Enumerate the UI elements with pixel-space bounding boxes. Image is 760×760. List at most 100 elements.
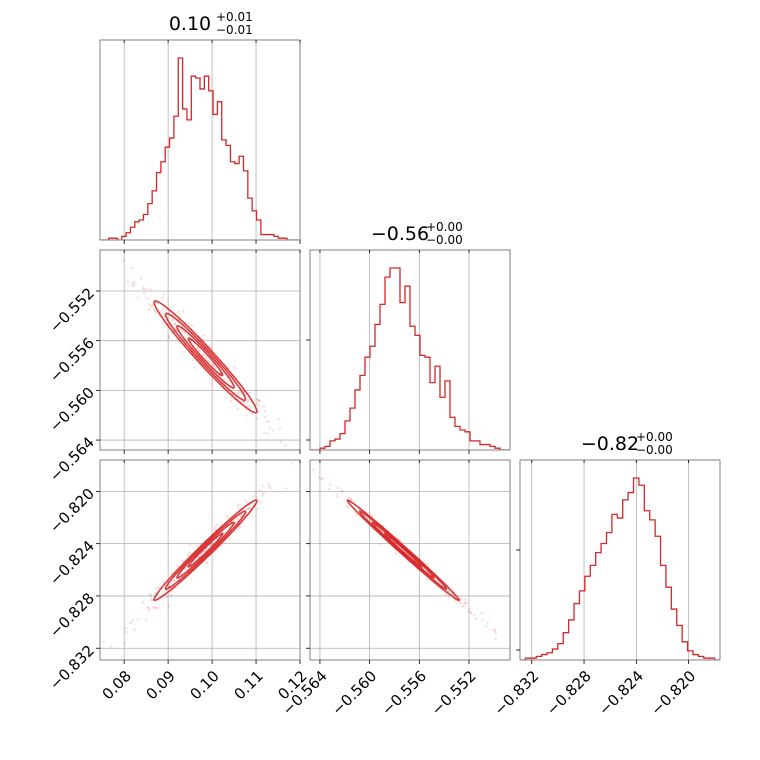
- sample-point: [466, 610, 470, 613]
- sample-point: [136, 618, 140, 621]
- sample-point: [448, 590, 451, 593]
- sample-point: [155, 606, 158, 610]
- sample-point: [345, 505, 349, 509]
- param-title-minus-0: −0.01: [216, 23, 253, 37]
- sample-point: [349, 497, 352, 501]
- sample-point: [469, 611, 473, 615]
- sample-point: [246, 400, 249, 404]
- sample-point: [289, 447, 292, 450]
- sample-point: [170, 318, 174, 322]
- sample-point: [256, 402, 260, 406]
- panel-frame: [99, 459, 301, 661]
- sample-point: [202, 333, 205, 337]
- sample-point: [197, 349, 201, 353]
- panel-1-1: −0.56+0.00−0.00: [306, 220, 511, 454]
- sample-point: [170, 582, 174, 585]
- sample-point: [256, 507, 260, 511]
- sample-point: [162, 581, 165, 584]
- panel-2-1: −0.564−0.560−0.556−0.552: [279, 447, 511, 719]
- y-tick-label: −0.556: [46, 334, 98, 386]
- sample-point: [290, 462, 293, 465]
- x-tick-label: −0.820: [647, 667, 699, 719]
- y-tick-label: −0.824: [46, 537, 98, 589]
- contours-2-1: [346, 499, 461, 602]
- sample-point: [239, 513, 243, 517]
- sample-point: [203, 353, 206, 356]
- sample-point: [262, 492, 265, 495]
- sample-point: [468, 608, 471, 611]
- sample-point: [263, 409, 267, 413]
- panel-frame: [519, 459, 721, 661]
- sample-point: [486, 621, 489, 625]
- sample-point: [167, 334, 171, 338]
- sample-point: [246, 507, 249, 511]
- sample-point: [210, 347, 213, 350]
- sample-point: [198, 349, 201, 353]
- sample-point: [190, 577, 193, 581]
- sample-point: [150, 305, 153, 308]
- sample-point: [213, 366, 217, 370]
- sample-point: [160, 321, 164, 324]
- param-title-plus-1: +0.00: [426, 220, 463, 234]
- sample-point: [169, 594, 173, 598]
- sample-point: [247, 506, 251, 510]
- sample-point: [347, 496, 350, 500]
- sample-point: [300, 454, 303, 457]
- sample-point: [271, 428, 275, 432]
- x-tick-label: −0.824: [595, 667, 647, 719]
- sample-point: [353, 500, 357, 504]
- sample-point: [458, 602, 462, 606]
- sample-point: [233, 366, 236, 369]
- sample-point: [152, 308, 156, 311]
- contour-line: [176, 521, 235, 579]
- contour-line: [383, 532, 423, 568]
- sample-point: [101, 244, 104, 247]
- sample-point: [228, 525, 231, 529]
- sample-point: [191, 358, 195, 362]
- contour-line: [176, 324, 235, 389]
- sample-point: [122, 259, 125, 263]
- sample-point: [461, 605, 464, 608]
- sample-point: [153, 309, 157, 313]
- sample-point: [215, 523, 219, 526]
- contours-2-0: [153, 499, 258, 602]
- sample-point: [102, 640, 106, 644]
- sample-point: [311, 468, 315, 471]
- sample-point: [193, 366, 196, 370]
- sample-point: [256, 417, 259, 420]
- y-tick-label: −0.832: [46, 642, 98, 694]
- histogram-1: [310, 267, 510, 450]
- sample-point: [130, 266, 134, 270]
- param-title-0: 0.10: [169, 13, 211, 35]
- panel-frame: [309, 249, 511, 451]
- sample-point: [197, 555, 200, 558]
- sample-point: [241, 400, 244, 404]
- param-title-minus-1: −0.00: [426, 233, 463, 247]
- sample-point: [469, 610, 473, 614]
- sample-point: [247, 507, 250, 510]
- sample-point: [226, 515, 229, 519]
- sample-point: [256, 398, 260, 402]
- panel-2-0: 0.08 0.09 0.10 0.11 0.12−0.832−0.828−0.824−0…: [46, 459, 311, 703]
- sample-point: [250, 412, 254, 415]
- contour-line: [187, 337, 224, 377]
- sample-point: [188, 544, 192, 547]
- sample-point: [262, 405, 266, 408]
- sample-point: [270, 487, 273, 491]
- contours-1-0: [153, 300, 258, 414]
- sample-point: [263, 415, 267, 419]
- contour-line: [346, 499, 461, 602]
- param-title-2: −0.82: [581, 433, 639, 455]
- sample-point: [278, 427, 282, 431]
- sample-point: [245, 414, 248, 417]
- sample-point: [213, 527, 217, 531]
- sample-point: [206, 561, 210, 564]
- param-title-1: −0.56: [371, 223, 429, 245]
- sample-point: [242, 401, 246, 404]
- sample-point: [320, 477, 324, 481]
- panel-frame: [309, 459, 511, 661]
- sample-point: [149, 594, 153, 598]
- sample-point: [256, 397, 259, 401]
- param-title-plus-2: +0.00: [636, 430, 673, 444]
